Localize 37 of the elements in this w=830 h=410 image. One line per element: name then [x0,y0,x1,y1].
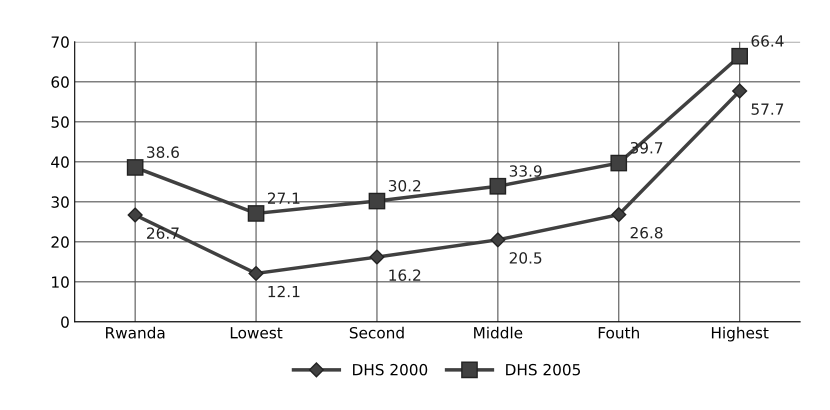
point [126,159,144,176]
y-tick-label: 0 [61,316,69,328]
data-label: 57.7 [752,104,784,115]
point [368,192,386,210]
y-tick-label: 70 [52,36,69,48]
y-tick-label: 40 [51,156,69,168]
legend-label: DHS 2005 [506,364,580,376]
y-tick-label: 20 [52,236,69,248]
x-tick-label: Second [350,326,404,339]
point [490,178,506,195]
x-tick-label: Fouth [598,326,639,339]
point [490,232,506,248]
data-label: 27.1 [268,192,300,204]
point [610,154,628,172]
y-tick-label: 60 [51,76,69,88]
point [128,207,143,223]
data-label: 26.8 [630,226,663,239]
y-tick-label: 50 [52,116,69,128]
data-label: 30.2 [388,180,420,192]
point [611,207,626,222]
data-label: 38.6 [147,146,179,158]
x-tick-label: Middle [474,326,522,339]
y-tick-label: 30 [52,196,69,208]
x-tick-label: Lowest [230,327,282,339]
legend-label: DHS 2000 [353,364,428,376]
data-label: 12.1 [268,286,300,298]
data-label: 33.9 [510,165,542,177]
point [731,48,748,65]
y-tick-label: 10 [52,276,69,288]
point [369,249,385,265]
point [732,83,748,99]
x-tick-label: Highest [712,326,769,342]
data-label: 20.5 [510,252,542,264]
data-label: 16.2 [389,269,420,281]
point [248,266,264,282]
x-tick-label: Rwanda [106,326,164,339]
point [248,205,264,222]
